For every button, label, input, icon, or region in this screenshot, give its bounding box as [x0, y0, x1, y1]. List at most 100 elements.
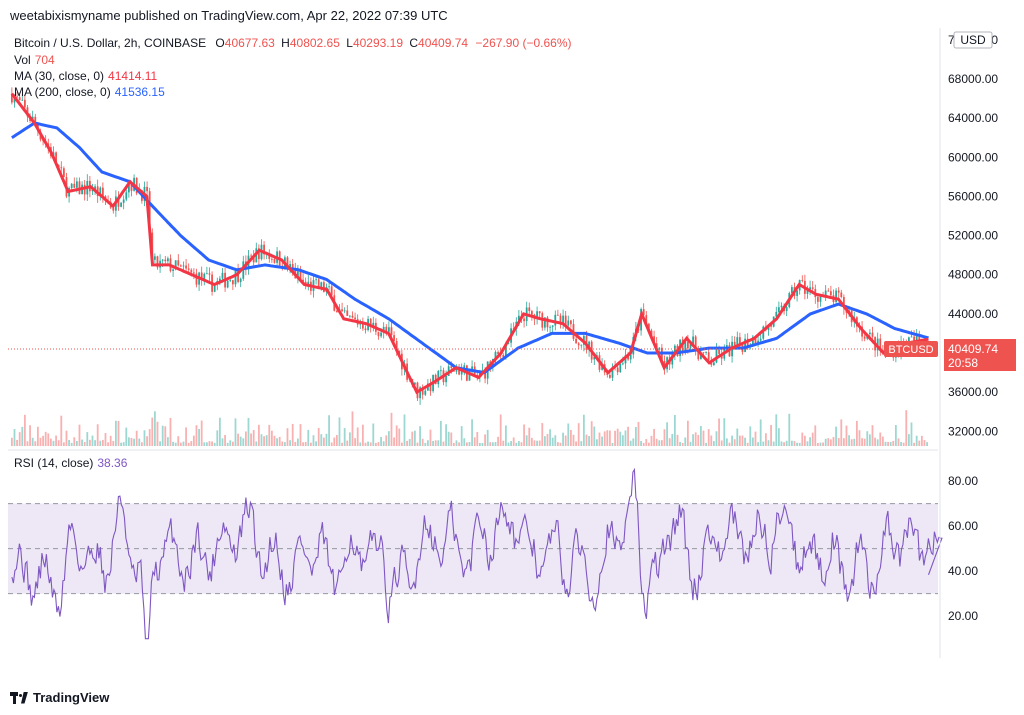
volume-bar [767, 440, 770, 446]
volume-bar [494, 441, 497, 446]
volume-bar [398, 428, 401, 446]
candle-body [112, 207, 115, 211]
candle-body [559, 315, 562, 324]
candle-body [593, 356, 596, 360]
candle-body [611, 366, 614, 378]
candle-body [577, 343, 580, 346]
volume-bar [585, 434, 588, 446]
candle-body [569, 320, 572, 325]
volume-bar [252, 430, 255, 446]
candle-body [517, 315, 520, 322]
volume-bar [44, 431, 47, 446]
last-price-value: 40409.74 [948, 342, 998, 356]
candle-body [627, 355, 629, 360]
volume-bar [42, 435, 44, 446]
candle-body [762, 326, 765, 339]
volume-bar [801, 432, 804, 446]
volume-legend[interactable]: Vol 704 [14, 53, 55, 67]
countdown-timer: 20:58 [948, 356, 978, 370]
volume-bar [783, 442, 785, 446]
volume-bar [762, 441, 765, 446]
candle-body [621, 363, 624, 365]
volume-bar [369, 442, 372, 446]
volume-bar [900, 442, 902, 446]
candle-body [502, 354, 505, 358]
candle-body [863, 336, 866, 339]
chart-canvas[interactable]: 72000.0068000.0064000.0060000.0056000.00… [0, 28, 1024, 658]
candle-body [650, 330, 653, 337]
volume-bar [655, 438, 658, 446]
volume-bar [47, 433, 50, 446]
candle-body [429, 383, 432, 392]
volume-bar [749, 426, 752, 446]
candle-body [694, 336, 697, 351]
candle-body [689, 344, 692, 349]
volume-bar [447, 431, 450, 446]
candle-body [335, 310, 338, 312]
ma200-legend[interactable]: MA (200, close, 0) 41536.15 [14, 85, 165, 99]
volume-bar [68, 440, 70, 446]
volume-bar [806, 441, 809, 446]
volume-bar [504, 425, 507, 446]
volume-bar [551, 437, 554, 446]
volume-bar [764, 433, 767, 446]
volume-bar [320, 434, 323, 446]
volume-bar [91, 435, 94, 446]
volume-bar [195, 425, 198, 446]
volume-bar [125, 427, 128, 446]
volume-bar [73, 437, 76, 446]
volume-bar [57, 440, 60, 446]
candle-body [819, 295, 822, 302]
candle-body [239, 278, 242, 282]
volume-bar [788, 413, 791, 446]
volume-bar [205, 442, 208, 446]
volume-bar [10, 437, 13, 446]
volume-bar [918, 440, 921, 446]
volume-bar [338, 417, 341, 446]
volume-bar [489, 442, 492, 446]
candle-body [166, 258, 169, 262]
volume-bar [699, 426, 702, 446]
volume-bar [78, 424, 81, 446]
volume-bar [416, 442, 419, 446]
candle-body [424, 390, 427, 395]
ma30-legend[interactable]: MA (30, close, 0) 41414.11 [14, 69, 157, 83]
volume-bar [907, 434, 910, 446]
volume-bar [741, 435, 744, 446]
volume-bar [819, 442, 822, 446]
rsi-legend[interactable]: RSI (14, close) 38.36 [14, 456, 127, 470]
candle-body [83, 184, 86, 195]
volume-bar [676, 434, 679, 446]
candle-body [746, 338, 749, 347]
candle-body [564, 315, 567, 326]
candle-body [608, 374, 611, 378]
volume-bar [671, 433, 674, 446]
close-value: 40409.74 [418, 36, 469, 50]
volume-bar [668, 438, 671, 446]
volume-bar [450, 432, 453, 446]
volume-bar [897, 438, 900, 446]
volume-bar [848, 435, 850, 446]
volume-bar [244, 431, 247, 446]
volume-bar [312, 435, 315, 446]
volume-bar [13, 429, 16, 446]
volume-bar [460, 426, 463, 446]
symbol-name[interactable]: Bitcoin / U.S. Dollar, 2h, COINBASE [14, 36, 207, 50]
candle-body [195, 273, 198, 285]
volume-bar [148, 429, 151, 446]
candle-body [913, 336, 915, 343]
candle-body [273, 258, 276, 263]
candle-body [543, 317, 546, 328]
volume-bar [666, 422, 668, 446]
candle-body [494, 351, 497, 360]
volume-bar [829, 439, 832, 446]
candle-body [801, 280, 804, 281]
candle-body [270, 258, 273, 260]
volume-bar [247, 417, 250, 446]
volume-bar [276, 438, 278, 446]
candle-body [268, 253, 271, 259]
rsi-value: 38.36 [97, 456, 128, 470]
rsi-tick-label: 80.00 [948, 474, 978, 488]
tradingview-logo[interactable]: TradingView [10, 690, 109, 705]
candle-body [372, 322, 375, 327]
